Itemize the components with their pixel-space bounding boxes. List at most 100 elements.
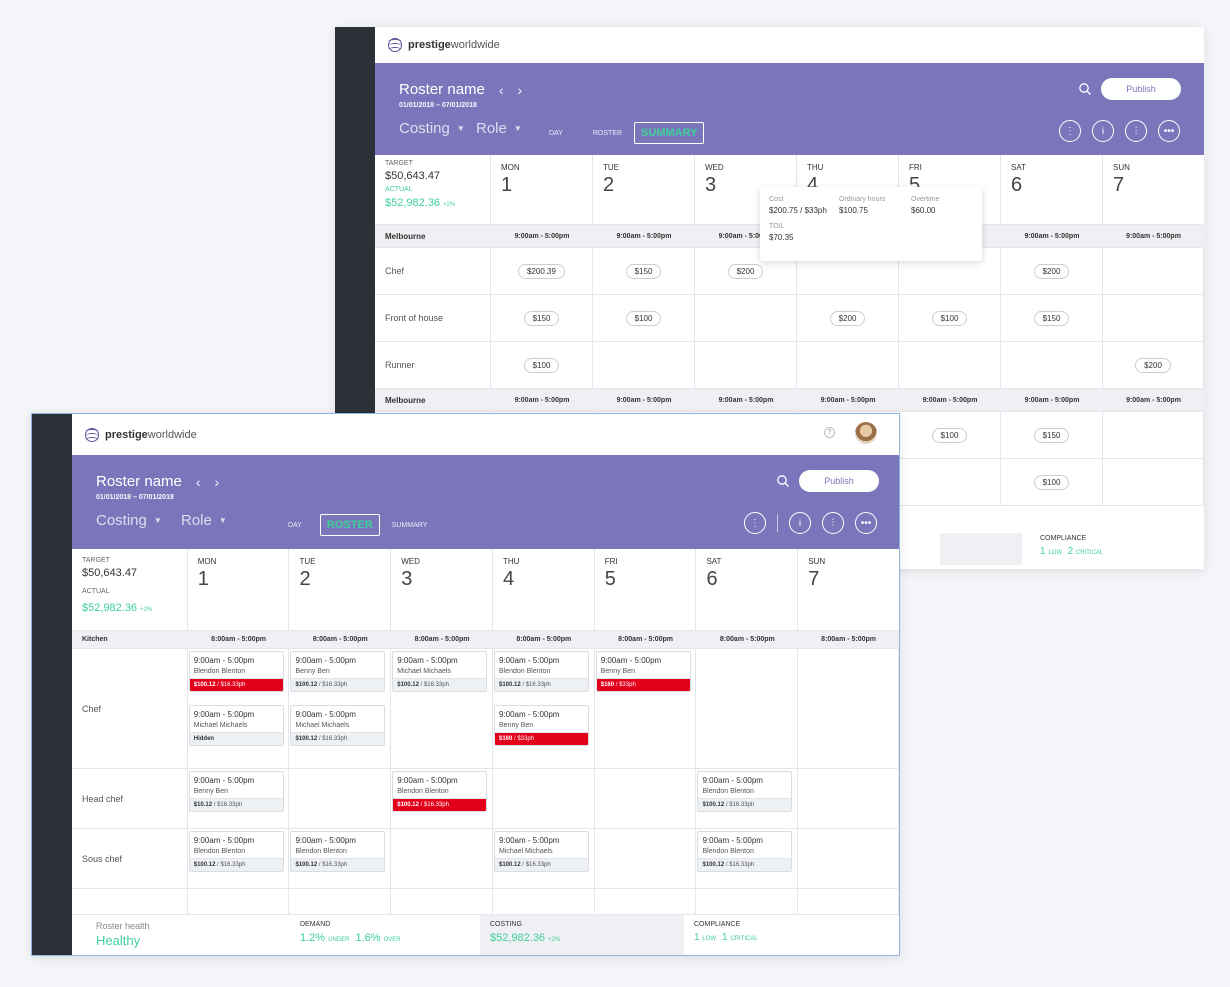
day-name: SUN — [808, 557, 826, 566]
day-name: THU — [502, 557, 520, 566]
tooltip-value: $70.35 — [769, 233, 794, 242]
shift-card[interactable]: 9:00am - 5:00pm Michael Michaels $100.12 /… — [290, 705, 386, 746]
day-cell — [493, 889, 595, 914]
shift-time: 9:00am - 5:00pm — [702, 836, 763, 845]
actual-label: ACTUAL — [82, 588, 110, 595]
shift-card[interactable]: 9:00am - 5:00pm Benny Ben $10.12 / $16.33p… — [188, 771, 284, 812]
low-count: 1 — [1040, 546, 1046, 557]
tooltip-label: Overtime — [911, 196, 940, 203]
avatar[interactable] — [855, 422, 877, 444]
shift-card[interactable]: 9:00am - 5:00pm Michael Michaels Hidden — [188, 705, 284, 746]
shift-time: 9:00am - 5:00pm — [295, 710, 356, 719]
cost-pill[interactable]: $100 — [931, 427, 968, 443]
day-name: SAT — [706, 557, 722, 566]
cost-pill[interactable]: $150 — [523, 310, 560, 326]
prev-chevron-icon[interactable]: ‹ — [195, 473, 201, 490]
costing-dropdown[interactable]: Costing ▼ — [399, 120, 465, 137]
publish-button[interactable]: Publish — [1101, 78, 1181, 100]
brand-logo[interactable]: prestige worldwide — [387, 38, 500, 52]
view-day[interactable]: DAY — [288, 521, 302, 529]
sliders-icon[interactable]: ⫶ — [822, 512, 844, 534]
day-cell — [695, 342, 797, 388]
employee-name: Benny Ben — [295, 668, 330, 675]
shift-card[interactable]: 9:00am - 5:00pm Blendon Blenton $100.12 / … — [188, 831, 284, 872]
day-cell — [1103, 295, 1204, 341]
day-cell — [1103, 248, 1204, 294]
cost-pill[interactable]: $100 — [523, 357, 560, 373]
day-num: 5 — [909, 174, 921, 196]
cost-rate: / $16.33ph — [317, 862, 348, 868]
health-label: Roster health — [96, 921, 150, 931]
next-chevron-icon[interactable]: › — [214, 473, 220, 490]
cost-pill[interactable]: $200 — [1033, 263, 1070, 279]
shift-card[interactable]: 9:00am - 5:00pm Michael Michaels $100.12 /… — [392, 651, 488, 692]
cost-pill[interactable]: $150 — [1033, 310, 1070, 326]
shift-time: 9:00am - 5:00pm — [702, 776, 763, 785]
roster-header: Roster name ‹ › 01/01/2018 – 07/01/2018 Co… — [72, 455, 899, 549]
more-icon[interactable]: ••• — [1158, 120, 1180, 142]
day-num: 7 — [808, 568, 820, 590]
shift-card[interactable]: 9:00am - 5:00pm Blendon Blenton $100.12 / … — [188, 651, 284, 692]
hierarchy-icon[interactable]: ⋮ — [1059, 120, 1081, 142]
compliance-label: COMPLIANCE — [1040, 535, 1087, 542]
shift-card[interactable]: 9:00am - 5:00pm Blendon Blenton $100.12 / … — [697, 831, 793, 872]
shift-cost: $100.12 / $16.33ph — [494, 678, 588, 691]
cost-pill[interactable]: $200 — [1135, 357, 1171, 373]
cost-value: $100.12 — [295, 862, 318, 868]
costing-dropdown[interactable]: Costing ▼ — [96, 512, 162, 529]
day-col: MON 1 — [188, 549, 290, 630]
shift-time: 8:00am - 5:00pm — [618, 636, 674, 643]
cost-pill[interactable]: $200 — [829, 310, 866, 326]
cost-pill[interactable]: $150 — [1033, 427, 1070, 443]
search-icon[interactable] — [1078, 82, 1092, 96]
section-row: Melbourne 9:00am - 5:00pm 9:00am - 5:00p… — [375, 389, 1204, 412]
shift-card[interactable]: 9:00am - 5:00pm Michael Michaels $100.12 /… — [493, 831, 589, 872]
front-window: prestige worldwide ? Roster name ‹ › 01/01/… — [31, 413, 900, 956]
day-cell: $100 — [593, 295, 695, 341]
day-cell — [798, 829, 899, 888]
shift-card[interactable]: 9:00am - 5:00pm Blendon Blenton $100.12 / … — [493, 651, 589, 692]
more-icon[interactable]: ••• — [855, 512, 877, 534]
cost-pill[interactable]: $200.39 — [518, 263, 565, 279]
costing-pct: +2% — [548, 937, 561, 943]
next-chevron-icon[interactable]: › — [517, 81, 523, 98]
shift-cost: $100.12 / $16.33ph — [291, 858, 385, 871]
shift-card[interactable]: 9:00am - 5:00pm Benny Ben $100.12 / $16.33… — [290, 651, 386, 692]
view-roster[interactable]: ROSTER — [592, 129, 623, 137]
shift-card[interactable]: 9:00am - 5:00pm Benny Ben $160 / $33ph — [595, 651, 691, 692]
view-roster[interactable]: ROSTER — [319, 514, 380, 536]
cost-pill[interactable]: $100 — [931, 310, 968, 326]
front-main: prestige worldwide ? Roster name ‹ › 01/01/… — [72, 414, 899, 955]
info-icon[interactable]: i — [789, 512, 811, 534]
brand-logo[interactable]: prestige worldwide — [84, 427, 197, 442]
search-icon[interactable] — [776, 474, 790, 488]
cost-pill[interactable]: $200 — [727, 263, 764, 279]
cost-pill[interactable]: $150 — [625, 263, 662, 279]
prev-chevron-icon[interactable]: ‹ — [498, 81, 504, 98]
shift-time: 9:00am - 5:00pm — [193, 656, 255, 665]
cost-rate: / $16.33ph — [215, 862, 246, 868]
shift-card[interactable]: 9:00am - 5:00pm Blendon Blenton $100.12 / … — [697, 771, 793, 812]
role-dropdown[interactable]: Role ▼ — [476, 120, 522, 137]
day-cell — [1001, 342, 1103, 388]
publish-button[interactable]: Publish — [799, 470, 879, 492]
cost-pill[interactable]: $100 — [1033, 474, 1070, 490]
role-label: Chef — [375, 248, 491, 294]
role-dropdown[interactable]: Role ▼ — [181, 512, 227, 529]
role-label: Role — [181, 512, 212, 529]
shift-cost: $100.12 / $16.33ph — [393, 798, 487, 811]
view-summary[interactable]: SUMMARY — [391, 521, 428, 529]
hierarchy-icon[interactable]: ⋮ — [744, 512, 766, 534]
shift-card[interactable]: 9:00am - 5:00pm Blendon Blenton $100.12 / … — [392, 771, 488, 812]
help-icon[interactable]: ? — [824, 427, 835, 438]
info-icon[interactable]: i — [1092, 120, 1114, 142]
day-col: SAT 6 — [696, 549, 799, 630]
view-day[interactable]: DAY — [549, 129, 563, 137]
cost-value: $100.12 — [397, 802, 419, 808]
view-summary[interactable]: SUMMARY — [634, 122, 705, 144]
shift-card[interactable]: 9:00am - 5:00pm Blendon Blenton $100.12 / … — [290, 831, 386, 872]
shift-cost: $10.12 / $16.33ph — [189, 798, 283, 811]
sliders-icon[interactable]: ⫶ — [1125, 120, 1147, 142]
shift-card[interactable]: 9:00am - 5:00pm Benny Ben $160 / $33ph — [493, 705, 589, 746]
cost-pill[interactable]: $100 — [625, 310, 662, 326]
